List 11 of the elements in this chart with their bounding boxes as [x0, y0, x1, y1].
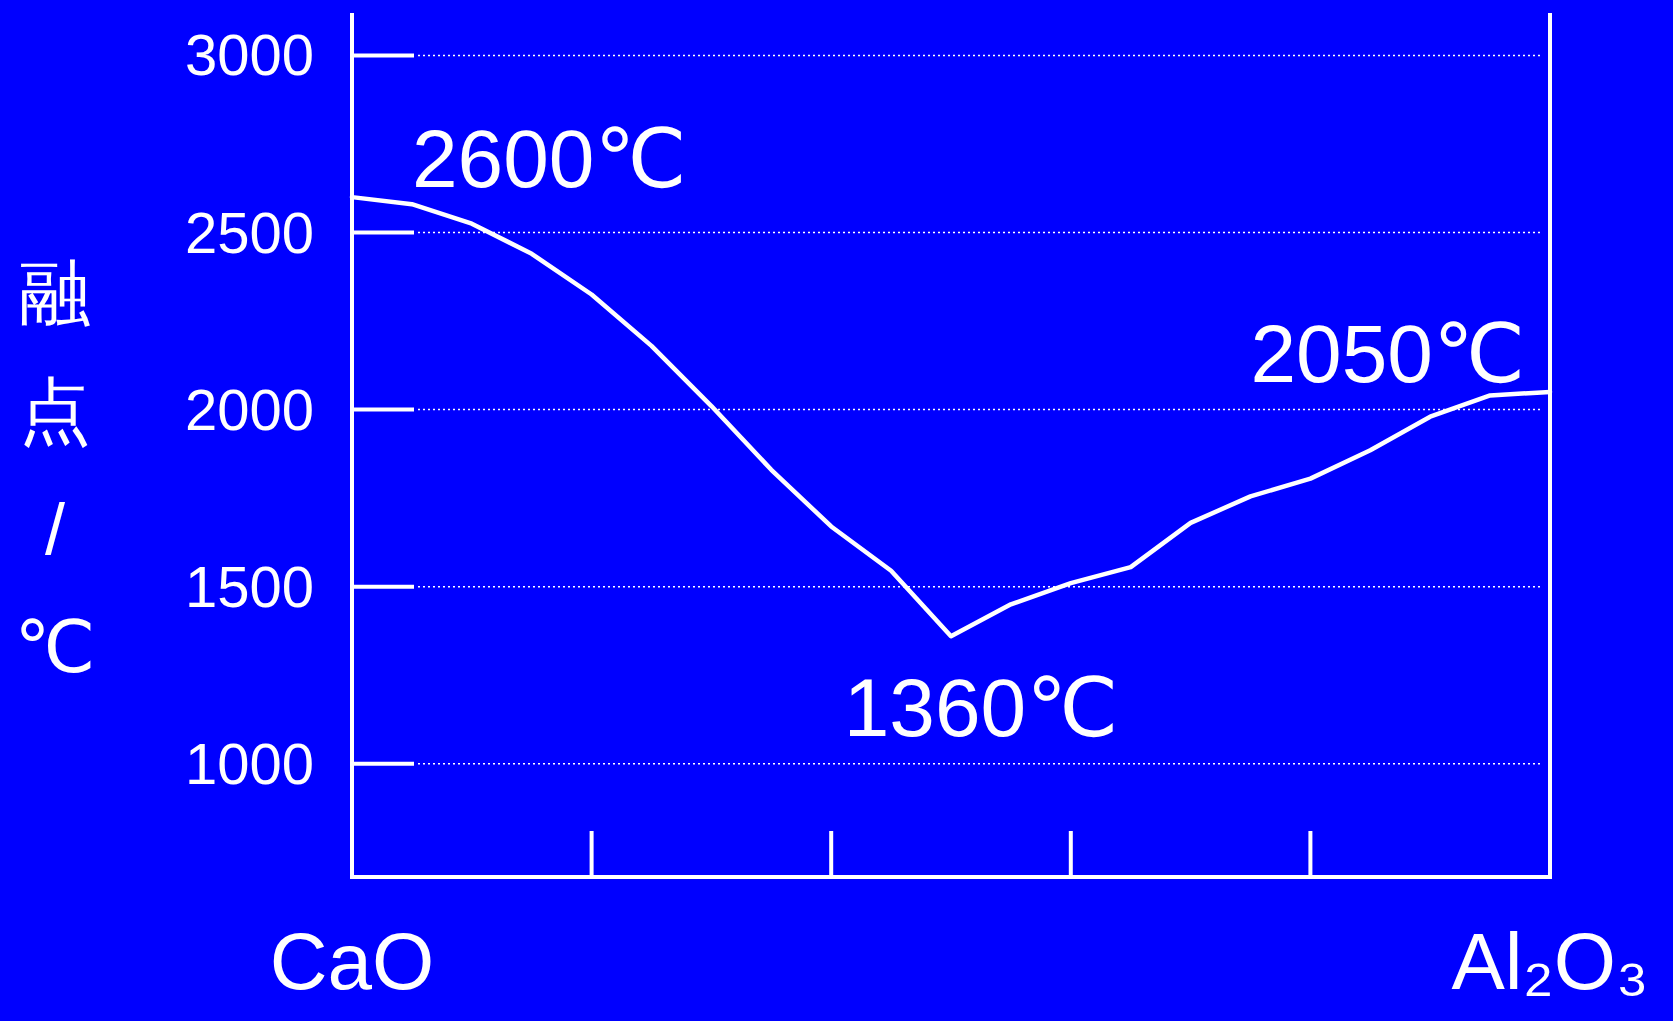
- annotation: 1360℃: [843, 662, 1119, 754]
- y-tick-label: 1500: [184, 553, 314, 619]
- y-tick-label: 1000: [184, 730, 314, 796]
- x-tick-label: Al₂O₃: [1451, 917, 1649, 1006]
- y-tick-label: 2000: [184, 376, 314, 442]
- y-axis-title: 融点/℃: [14, 253, 96, 687]
- annotation: 2050℃: [1250, 307, 1525, 399]
- x-tick-label: CaO: [269, 917, 435, 1006]
- y-tick-label: 3000: [184, 22, 314, 88]
- annotation: 2600℃: [412, 113, 687, 205]
- y-tick-label: 2500: [184, 199, 314, 265]
